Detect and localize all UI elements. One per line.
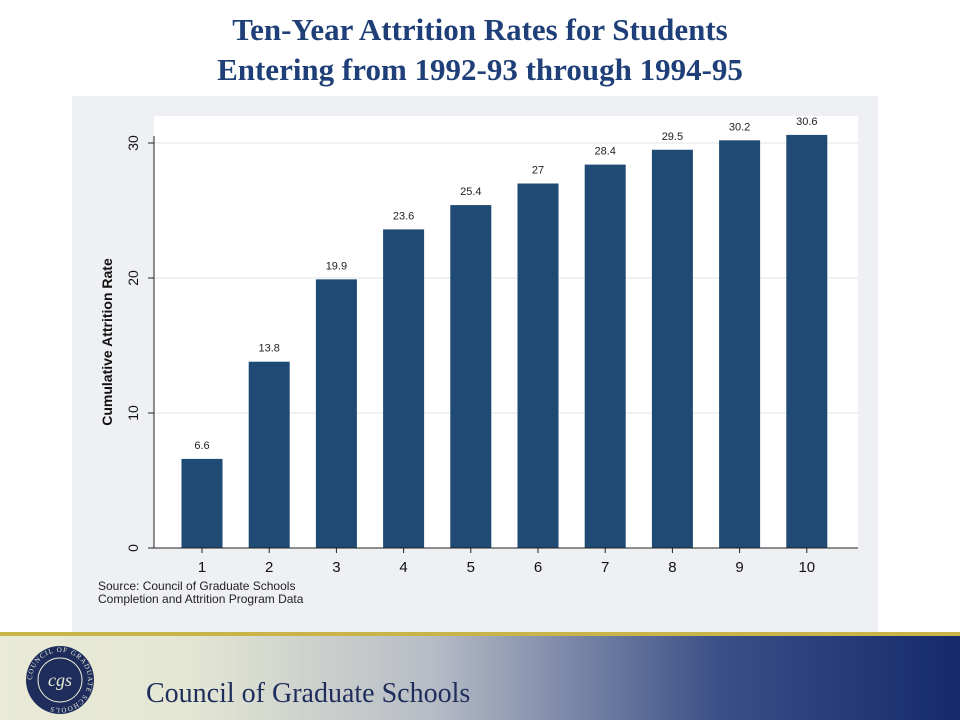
seal-monogram: cgs <box>48 670 72 690</box>
source-note: Source: Council of Graduate Schools Comp… <box>98 580 303 606</box>
bar-6 <box>517 183 559 548</box>
x-tick-label-6: 6 <box>534 559 542 576</box>
y-tick-label-10: 10 <box>125 405 141 421</box>
slide-title-line-1: Ten-Year Attrition Rates for Students <box>232 12 728 47</box>
data-label-3: 19.9 <box>326 260 347 272</box>
x-tick-label-2: 2 <box>265 559 273 576</box>
source-note-line-2: Completion and Attrition Program Data <box>98 592 304 606</box>
x-tick-label-7: 7 <box>601 559 609 576</box>
slide-title-line-2: Entering from 1992-93 through 1994-95 <box>217 52 743 87</box>
data-label-7: 28.4 <box>594 146 615 158</box>
bar-2 <box>248 361 290 548</box>
slide-title: Ten-Year Attrition Rates for Students En… <box>0 10 960 90</box>
x-tick-label-3: 3 <box>332 559 340 576</box>
data-label-9: 30.2 <box>729 121 750 133</box>
footer-org-name: Council of Graduate Schools <box>146 678 471 709</box>
y-tick-label-0: 0 <box>125 544 141 552</box>
x-tick-label-9: 9 <box>735 559 743 576</box>
data-label-5: 25.4 <box>460 186 481 198</box>
y-axis-title: Cumulative Attrition Rate <box>99 258 115 426</box>
bars <box>181 134 828 549</box>
x-tick-label-10: 10 <box>798 559 815 576</box>
x-tick-label-5: 5 <box>467 559 475 576</box>
source-note-line-1: Source: Council of Graduate Schools <box>98 579 296 593</box>
x-tick-label-8: 8 <box>668 559 676 576</box>
bar-3 <box>315 279 357 548</box>
y-tick-label-30: 30 <box>125 135 141 151</box>
bar-5 <box>450 205 492 548</box>
bar-1 <box>181 458 223 548</box>
axes: 0 10 20 30 1 2 3 4 5 6 7 8 9 10 <box>125 135 858 576</box>
data-label-1: 6.6 <box>194 440 209 452</box>
y-tick-label-20: 20 <box>125 270 141 286</box>
bar-7 <box>584 164 626 548</box>
bar-4 <box>383 229 425 548</box>
cgs-seal-logo: COUNCIL OF GRADUATE SCHOOLS cgs <box>26 646 94 714</box>
data-label-2: 13.8 <box>258 343 279 355</box>
data-label-8: 29.5 <box>662 131 683 143</box>
data-labels: 6.6 13.8 19.9 23.6 25.4 27 28.4 29.5 30.2 30.6 <box>194 116 817 452</box>
data-label-10: 30.6 <box>796 116 817 128</box>
data-label-4: 23.6 <box>393 210 414 222</box>
x-tick-label-1: 1 <box>198 559 206 576</box>
bar-8 <box>651 149 693 548</box>
bar-10 <box>786 134 828 548</box>
bar-9 <box>719 140 761 549</box>
x-tick-label-4: 4 <box>399 559 407 576</box>
footer-band: COUNCIL OF GRADUATE SCHOOLS cgs Council … <box>0 632 960 720</box>
data-label-6: 27 <box>532 165 544 177</box>
